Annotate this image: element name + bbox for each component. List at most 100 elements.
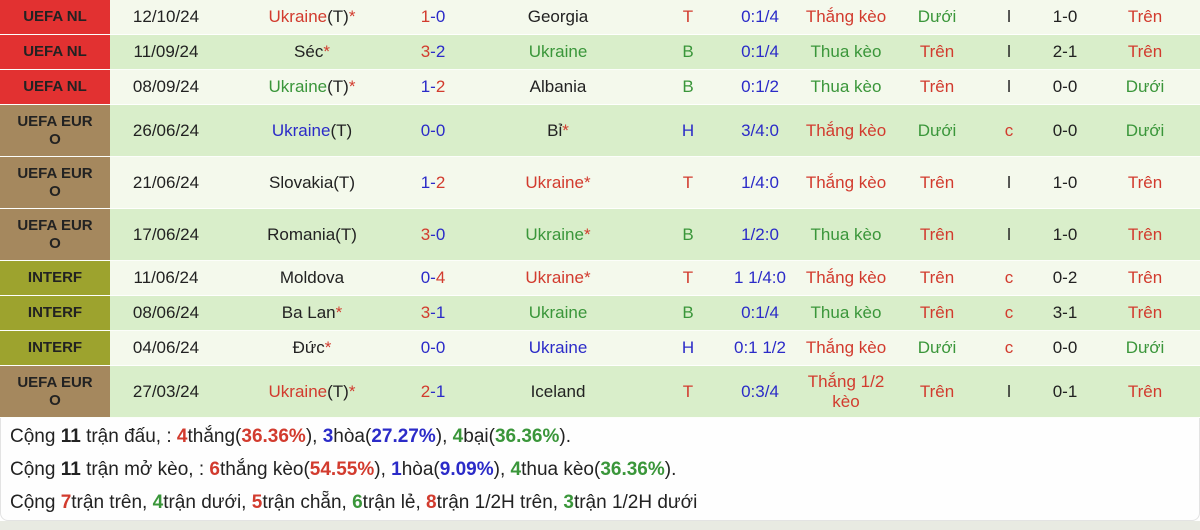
text-segment: (T) xyxy=(330,120,353,140)
text-segment: UEFA NL xyxy=(23,8,87,26)
text-segment: trận chẵn, xyxy=(262,491,353,513)
text-segment: Ukraine xyxy=(271,120,331,140)
text-segment: c xyxy=(1004,338,1014,358)
text-segment: Ukraine xyxy=(528,338,588,358)
fulltime-over-under: Dưới xyxy=(896,0,978,34)
league-badge: INTERF xyxy=(0,261,110,295)
bet-result: Thắng kèo xyxy=(796,157,896,208)
away-team: Ukraine xyxy=(464,331,652,365)
text-segment: ). xyxy=(559,425,571,447)
text-segment: Dưới xyxy=(1125,120,1165,140)
odd-even-flag: c xyxy=(978,261,1040,295)
text-segment: * xyxy=(323,42,330,62)
odd-even-flag: c xyxy=(978,331,1040,365)
text-segment: trận lẻ, xyxy=(362,491,427,513)
text-segment: UEFA NL xyxy=(23,43,87,61)
text-segment: H xyxy=(681,120,695,140)
text-segment: Ukraine* xyxy=(525,172,591,192)
text-segment: 11 xyxy=(60,425,81,447)
text-segment: 12/10/24 xyxy=(132,7,200,27)
text-segment: 11/09/24 xyxy=(133,42,199,62)
league-badge: INTERF xyxy=(0,331,110,365)
text-segment: 4 xyxy=(452,425,464,447)
text-segment: c xyxy=(1004,303,1014,323)
text-segment: Trên xyxy=(1127,172,1163,192)
text-segment: 2 xyxy=(435,77,446,97)
match-date: 27/03/24 xyxy=(110,366,222,417)
fulltime-over-under: Trên xyxy=(896,157,978,208)
text-segment: trận mở kèo, : xyxy=(80,458,210,480)
text-segment: Trên xyxy=(919,224,955,244)
text-segment: (T) xyxy=(327,77,349,97)
text-segment: Thắng kèo xyxy=(805,172,887,192)
text-segment: Cộng xyxy=(10,425,61,447)
half-score: 2-1 xyxy=(1040,35,1090,69)
text-segment: Trên xyxy=(1127,303,1163,323)
half-over-under: Dưới xyxy=(1090,70,1200,104)
away-team: Georgia xyxy=(464,0,652,34)
league-badge: UEFA EURO xyxy=(0,157,110,208)
text-segment: Trên xyxy=(919,303,955,323)
text-segment: 1 xyxy=(420,7,431,27)
text-segment: T xyxy=(682,7,694,27)
odd-even-flag: l xyxy=(978,209,1040,260)
text-segment: 0-1 xyxy=(1052,381,1078,401)
summary-section: Cộng 11 trận đấu, : 4 thắng(36.36%), 3 hòa… xyxy=(0,418,1200,521)
text-segment: 1-0 xyxy=(1052,172,1078,192)
text-segment: 1/2:0 xyxy=(741,224,779,244)
text-segment: l xyxy=(1007,224,1011,244)
text-segment: hòa( xyxy=(401,458,440,480)
away-team: Ukraine xyxy=(464,296,652,330)
half-over-under: Trên xyxy=(1090,296,1200,330)
text-segment: Dưới xyxy=(917,120,957,140)
text-segment: 1-0 xyxy=(1052,7,1078,27)
match-row: INTERF 11/06/24 Moldova 0- 4 Ukraine* T 1 1/4:0… xyxy=(0,261,1200,296)
fulltime-over-under: Trên xyxy=(896,35,978,69)
text-segment: Trên xyxy=(919,268,955,288)
text-segment: -2 xyxy=(430,42,446,62)
text-segment: 0-2 xyxy=(1052,268,1078,288)
match-row: UEFA EURO 26/06/24 Ukraine (T) 0-0 Bỉ * H 3/4:0 T… xyxy=(0,105,1200,157)
text-segment: T xyxy=(682,381,694,401)
text-segment: 0:1/4 xyxy=(741,7,779,27)
text-segment: (T) xyxy=(327,7,349,27)
text-segment: Cộng xyxy=(10,458,61,480)
home-team: Ukraine (T) xyxy=(222,105,402,156)
text-segment: Trên xyxy=(919,381,955,401)
text-segment: UEFA EURO xyxy=(17,165,93,200)
text-segment: thắng( xyxy=(187,425,242,447)
handicap-side-letter: T xyxy=(652,366,724,417)
text-segment: 0:1 1/2 xyxy=(734,338,786,358)
text-segment: c xyxy=(1004,120,1014,140)
text-segment: UEFA NL xyxy=(23,78,87,96)
text-segment: 7 xyxy=(60,491,72,513)
bet-result: Thua kèo xyxy=(796,35,896,69)
text-segment: 0-0 xyxy=(1052,338,1078,358)
text-segment: 3 xyxy=(322,425,334,447)
text-segment: Ukraine xyxy=(268,381,328,401)
text-segment: 11 xyxy=(60,458,81,480)
text-segment: * xyxy=(562,120,569,140)
text-segment: 0:3/4 xyxy=(741,381,779,401)
text-segment: 5 xyxy=(251,491,263,513)
half-over-under: Trên xyxy=(1090,0,1200,34)
text-segment: Trên xyxy=(919,172,955,192)
summary-line: Cộng 7 trận trên, 4 trận dưới, 5 trận chẵn,… xyxy=(1,486,1199,519)
away-team: Albania xyxy=(464,70,652,104)
handicap-side-letter: B xyxy=(652,35,724,69)
match-row: UEFA NL 11/09/24 Séc * 3 -2 Ukraine B 0:1/4 Thua … xyxy=(0,35,1200,70)
league-badge: UEFA EURO xyxy=(0,209,110,260)
text-segment: l xyxy=(1007,172,1011,192)
text-segment: 3-1 xyxy=(1052,303,1078,323)
home-team: Ukraine (T) * xyxy=(222,0,402,34)
text-segment: l xyxy=(1007,77,1011,97)
text-segment: INTERF xyxy=(27,304,83,322)
text-segment: l xyxy=(1007,7,1011,27)
text-segment: Thua kèo xyxy=(810,303,882,323)
text-segment: 3 xyxy=(420,42,431,62)
away-team: Bỉ * xyxy=(464,105,652,156)
text-segment: (T) xyxy=(327,381,349,401)
odd-even-flag: l xyxy=(978,35,1040,69)
home-team: Ukraine (T) * xyxy=(222,366,402,417)
fulltime-over-under: Trên xyxy=(896,209,978,260)
